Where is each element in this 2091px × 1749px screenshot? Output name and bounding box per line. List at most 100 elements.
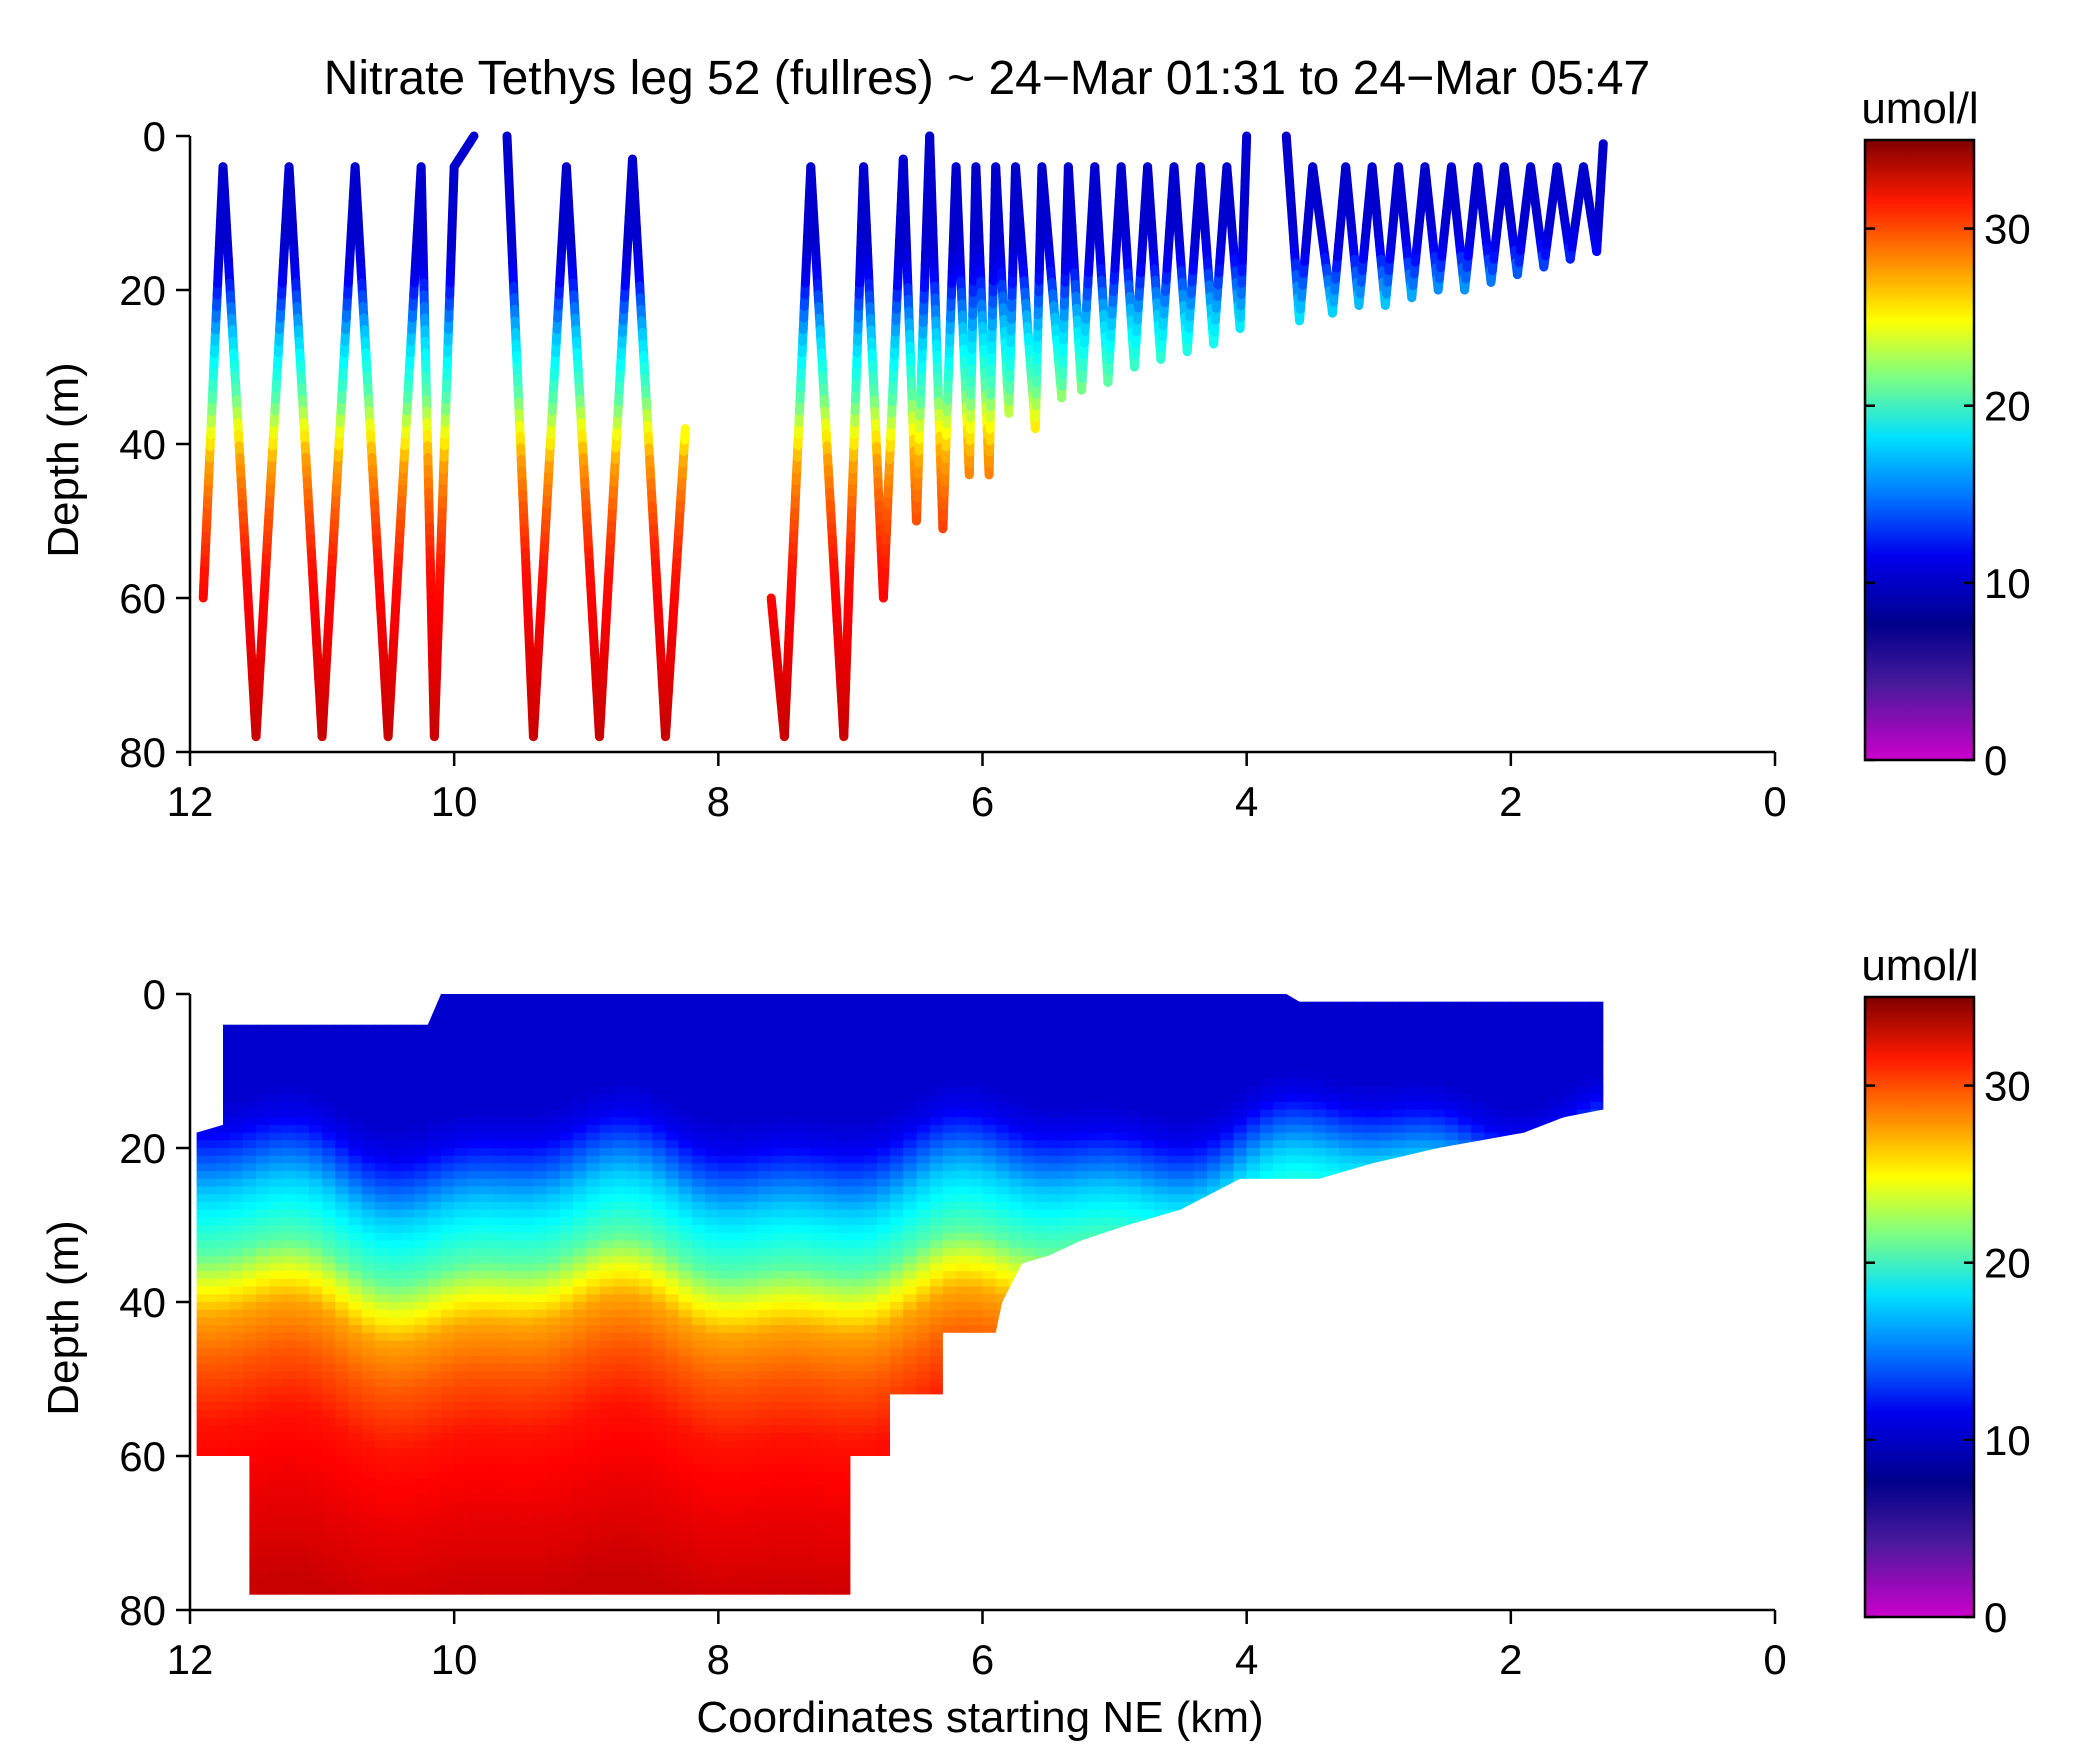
section-cell	[242, 1456, 257, 1465]
section-cell	[441, 1525, 455, 1534]
section-cell	[678, 1047, 693, 1057]
section-cell	[322, 1155, 337, 1165]
section-cell	[691, 1063, 706, 1072]
section-cell	[639, 1094, 654, 1103]
section-cell	[308, 1286, 323, 1296]
section-cell	[242, 1209, 257, 1219]
section-cell	[427, 1309, 442, 1319]
section-cell	[308, 1586, 323, 1595]
section-cell	[625, 1148, 640, 1157]
section-cell	[401, 1286, 416, 1296]
section-cell	[573, 1509, 587, 1519]
section-cell	[269, 1409, 284, 1419]
section-cell	[401, 1363, 416, 1373]
section-cell	[705, 1263, 720, 1272]
section-cell	[705, 1055, 720, 1065]
section-cell	[414, 1533, 429, 1542]
section-cell	[203, 1086, 218, 1095]
section-cell	[546, 1194, 561, 1203]
section-cell	[691, 1194, 706, 1203]
section-cell	[559, 1456, 574, 1465]
section-cell	[625, 1271, 640, 1280]
section-cell	[480, 1171, 495, 1180]
section-cell	[625, 1440, 640, 1450]
section-cell	[467, 1363, 482, 1373]
section-cell	[612, 1302, 627, 1311]
section-cell	[427, 1563, 442, 1573]
section-cell	[467, 1456, 482, 1465]
section-cell	[467, 1271, 482, 1280]
section-cell	[559, 1417, 574, 1426]
section-cell	[203, 1509, 218, 1519]
section-cell	[361, 1071, 376, 1080]
section-cell	[546, 1332, 561, 1342]
section-cell	[546, 1017, 561, 1026]
section-cell	[559, 1394, 574, 1403]
section-cell	[242, 1533, 257, 1542]
section-cell	[229, 1017, 244, 1026]
section-cell	[196, 1009, 204, 1018]
section-cell	[691, 1017, 706, 1026]
section-cell	[546, 1124, 561, 1134]
section-cell	[388, 1548, 403, 1557]
section-cell	[639, 1556, 654, 1565]
section-cell	[573, 1595, 587, 1604]
section-cell	[546, 1340, 561, 1349]
section-cell	[678, 1325, 693, 1334]
section-cell	[401, 1024, 416, 1034]
section-cell	[652, 1533, 667, 1542]
section-cell	[427, 1278, 442, 1288]
section-cell	[507, 1386, 521, 1396]
section-cell	[625, 1332, 640, 1342]
section-cell	[242, 1055, 257, 1065]
section-cell	[480, 1017, 495, 1026]
section-cell	[612, 1402, 627, 1411]
section-cell	[507, 1232, 521, 1242]
section-cell	[586, 994, 601, 1003]
section-cell	[414, 1502, 429, 1511]
section-cell	[467, 1178, 482, 1188]
section-cell	[493, 1201, 508, 1211]
section-cell	[427, 1348, 442, 1357]
section-cell	[441, 1563, 455, 1573]
section-cell	[559, 1586, 574, 1595]
section-cell	[480, 1525, 495, 1534]
section-cell	[454, 1294, 469, 1303]
section-cell	[401, 1217, 416, 1226]
section-cell	[573, 1055, 587, 1065]
section-cell	[414, 1409, 429, 1419]
section-cell	[414, 1209, 429, 1219]
section-cell	[678, 1302, 693, 1311]
section-cell	[427, 1325, 442, 1334]
section-cell	[612, 1386, 627, 1396]
section-cell	[256, 1232, 270, 1242]
section-cell	[573, 1394, 587, 1403]
section-cell	[229, 1471, 244, 1480]
section-cell	[454, 1286, 469, 1296]
section-cell	[427, 1486, 442, 1496]
section-cell	[242, 1117, 257, 1126]
section-cell	[547, 1595, 561, 1604]
section-cell	[573, 1117, 587, 1126]
section-cell	[374, 1548, 389, 1557]
section-cell	[322, 1055, 337, 1065]
section-cell	[705, 1148, 720, 1157]
section-cell	[665, 1540, 680, 1550]
section-cell	[322, 1325, 337, 1334]
section-cell	[691, 1255, 706, 1265]
section-cell	[520, 1263, 535, 1272]
section-cell	[586, 1402, 601, 1411]
section-cell	[467, 1479, 482, 1488]
section-cell	[388, 1332, 403, 1342]
section-cell	[520, 1248, 535, 1257]
section-cell	[454, 1248, 469, 1257]
section-cell	[678, 1240, 693, 1249]
section-cell	[282, 1417, 297, 1426]
section-cell	[196, 1371, 204, 1380]
section-cell	[639, 1086, 654, 1095]
section-cell	[599, 1255, 614, 1265]
section-cell	[599, 1225, 614, 1234]
section-cell	[533, 1163, 548, 1172]
section-cell	[427, 1371, 442, 1380]
section-cell	[507, 1209, 521, 1219]
